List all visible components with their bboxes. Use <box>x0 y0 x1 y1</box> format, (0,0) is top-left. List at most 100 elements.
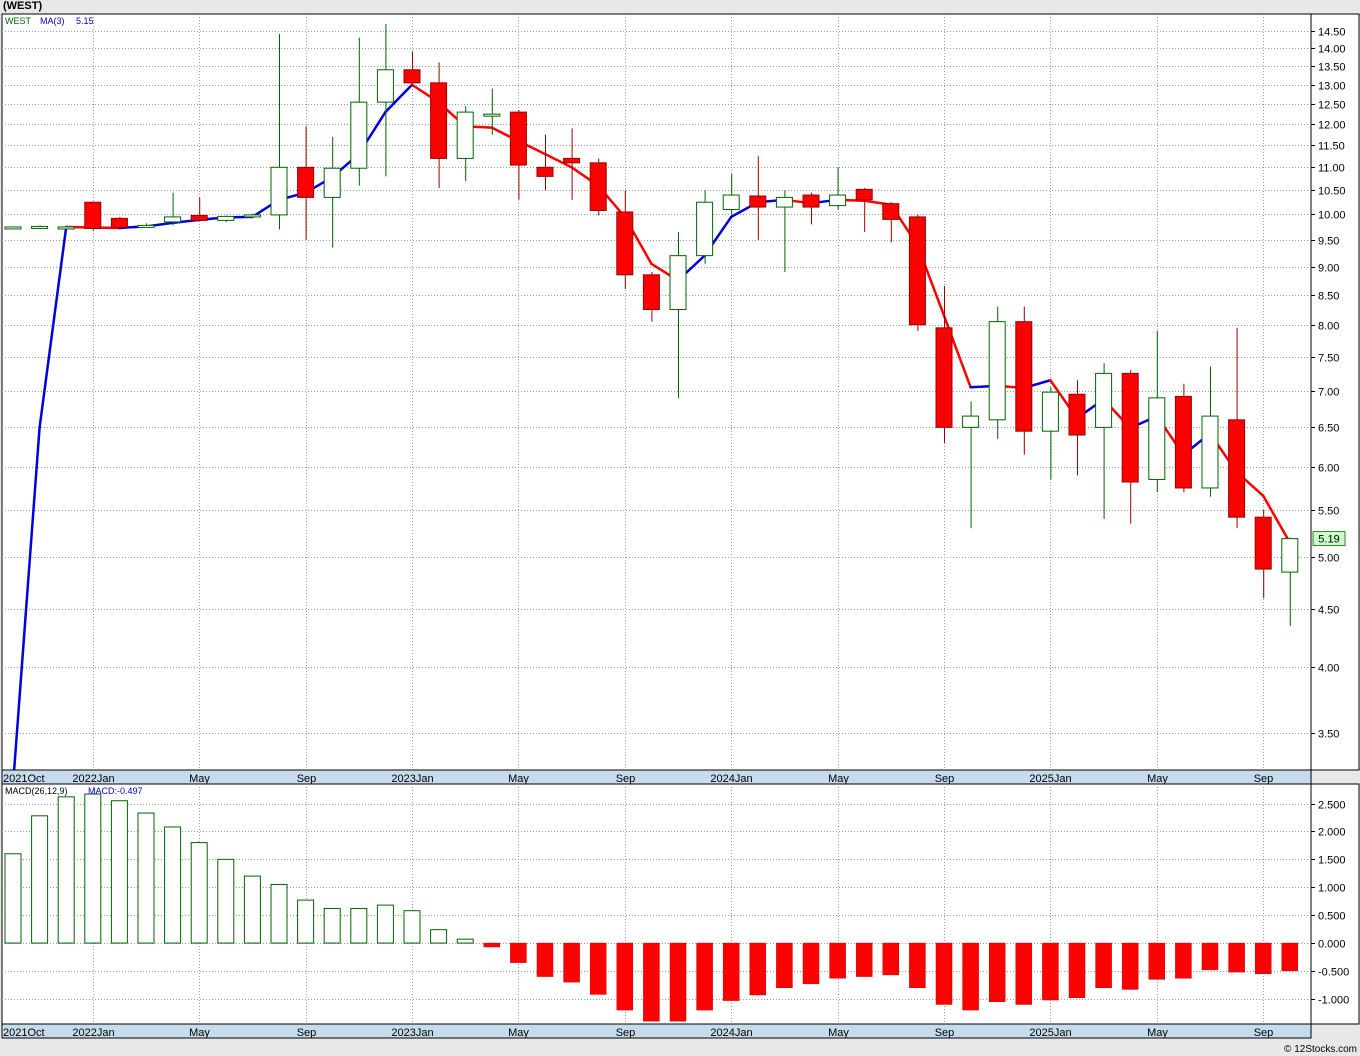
macd-date-strip <box>1 1023 1312 1039</box>
ma3-segment <box>11 426 41 787</box>
price-tick-label: 9.50 <box>1318 236 1339 248</box>
price-candle <box>1201 366 1219 497</box>
candle-body <box>4 226 22 230</box>
price-candle <box>297 126 315 240</box>
macd-bar <box>1201 942 1219 971</box>
price-candle <box>722 174 740 215</box>
price-tick-label: 8.50 <box>1318 291 1339 303</box>
candle-body <box>403 69 421 84</box>
price-date-label: 2025Jan <box>1029 773 1071 785</box>
macd-bar <box>31 815 49 944</box>
macd-bar <box>57 796 75 944</box>
candle-body <box>1174 395 1192 489</box>
candle-body <box>110 217 128 228</box>
price-candle <box>1068 380 1086 476</box>
price-candle <box>57 226 75 230</box>
candle-body <box>217 215 235 221</box>
price-candle <box>164 192 182 226</box>
price-candle <box>456 106 474 181</box>
price-candle <box>137 223 155 228</box>
candle-body <box>1041 391 1059 432</box>
price-date-label: Sep <box>1254 773 1274 785</box>
price-panel: 14.50 14.00 13.50 13.00 12.50 12.00 11.50 11.00… <box>1 13 1360 787</box>
price-candle <box>31 225 49 229</box>
macd-bar <box>1068 942 1086 999</box>
candle-body <box>509 111 527 166</box>
legend: WEST MA(3) 5.15 MACD(26,12,9) MACD:-0.49… <box>5 16 143 796</box>
macd-bar <box>243 875 261 944</box>
macd-bar <box>1148 942 1166 980</box>
price-candle <box>509 110 527 200</box>
price-candle <box>190 197 208 222</box>
macd-bar <box>350 907 368 944</box>
macd-panel: 2.500 2.000 1.500 1.000 0.500 0.000 -0.500 -1.0… <box>1 783 1360 1025</box>
price-candle <box>749 156 767 240</box>
candle-body <box>696 201 714 257</box>
ma3-segment <box>384 83 414 114</box>
price-candle <box>376 23 394 177</box>
candle-body <box>376 69 394 103</box>
candle-body <box>430 82 448 159</box>
macd-date-label: Sep <box>1254 1027 1274 1039</box>
price-tick-label: 7.50 <box>1318 353 1339 365</box>
price-candle <box>829 167 847 210</box>
price-date-axis: 2021Oct 2022Jan May Sep 2023Jan May Sep 2024Jan… <box>1 769 1312 785</box>
price-candle <box>855 187 873 233</box>
legend-ma-value: 5.15 <box>76 16 94 26</box>
macd-bar <box>855 942 873 977</box>
macd-bar <box>1281 942 1299 972</box>
price-tick-label: 13.50 <box>1318 62 1346 74</box>
macd-bar <box>4 853 22 944</box>
legend-ma-label: MA(3) <box>40 16 65 26</box>
price-candle <box>669 232 687 398</box>
candle-body <box>350 101 368 169</box>
price-candle <box>243 213 261 218</box>
candle-body <box>137 224 155 228</box>
candle-body <box>962 415 980 428</box>
price-candle <box>988 306 1006 439</box>
candle-body <box>243 214 261 218</box>
candle-body <box>1095 372 1113 428</box>
macd-bar <box>616 942 634 1011</box>
price-tick-label: 6.00 <box>1318 463 1339 475</box>
price-tick-label: 5.00 <box>1318 553 1339 565</box>
price-candle <box>802 192 820 225</box>
price-tick-label: 13.00 <box>1318 81 1346 93</box>
macd-tick-label: 0.000 <box>1318 939 1346 951</box>
candle-body <box>775 196 793 208</box>
ma3-segment <box>38 225 68 429</box>
price-date-label: May <box>189 773 210 785</box>
price-date-label: 2021Oct <box>3 773 45 785</box>
candle-body <box>988 321 1006 421</box>
price-tick-label: 12.50 <box>1318 100 1346 112</box>
macd-tick-label: -1.000 <box>1318 995 1349 1007</box>
macd-bar <box>403 910 421 944</box>
price-tick-label: 7.00 <box>1318 387 1339 399</box>
price-date-label: May <box>508 773 529 785</box>
macd-date-label: Sep <box>616 1027 636 1039</box>
candle-body <box>57 226 75 230</box>
candle-body <box>1121 372 1139 483</box>
macd-axis-area <box>1310 783 1360 1025</box>
price-candle <box>696 190 714 264</box>
macd-date-label: 2023Jan <box>391 1027 433 1039</box>
macd-tick-label: -0.500 <box>1318 967 1349 979</box>
price-date-label: May <box>828 773 849 785</box>
price-candle <box>563 128 581 200</box>
candle-body <box>1068 393 1086 436</box>
candle-body <box>1281 538 1299 573</box>
ma3-segment <box>1261 494 1292 544</box>
candle-body <box>908 216 926 326</box>
macd-date-label: Sep <box>935 1027 955 1039</box>
macd-bar <box>696 942 713 1011</box>
price-tick-label: 14.50 <box>1318 27 1346 39</box>
price-tick-label: 4.00 <box>1318 663 1339 675</box>
candle-body <box>1148 397 1166 480</box>
candle-body <box>323 167 341 198</box>
macd-bar <box>376 904 394 944</box>
price-candle <box>1148 330 1166 493</box>
macd-date-label: May <box>508 1027 529 1039</box>
candle-body <box>935 327 953 428</box>
price-tick-label: 14.00 <box>1318 44 1346 56</box>
price-candle <box>1121 369 1139 524</box>
